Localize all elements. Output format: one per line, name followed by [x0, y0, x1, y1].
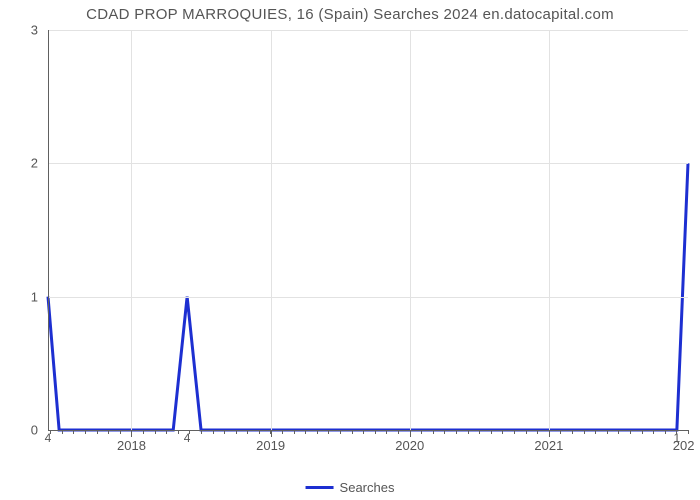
- y-tick-label: 3: [31, 23, 48, 38]
- y-tick-label: 2: [31, 156, 48, 171]
- x-tick-minor: [688, 430, 689, 434]
- grid-line-horizontal: [48, 30, 688, 31]
- chart-title: CDAD PROP MARROQUIES, 16 (Spain) Searche…: [0, 6, 700, 23]
- legend-swatch: [306, 486, 334, 489]
- grid-line-vertical: [131, 30, 132, 430]
- grid-line-vertical: [549, 30, 550, 430]
- legend-label: Searches: [340, 480, 395, 495]
- value-label: 4: [45, 431, 52, 445]
- line-series: [48, 30, 688, 430]
- value-label: 1: [674, 431, 681, 445]
- grid-line-horizontal: [48, 163, 688, 164]
- legend: Searches: [306, 480, 395, 495]
- grid-line-horizontal: [48, 297, 688, 298]
- plot-area: 01232018201920202021202441: [48, 30, 688, 430]
- value-label: 4: [184, 431, 191, 445]
- y-tick-label: 1: [31, 289, 48, 304]
- grid-line-vertical: [410, 30, 411, 430]
- x-axis-line: [48, 430, 688, 431]
- grid-line-vertical: [271, 30, 272, 430]
- y-axis-line: [48, 30, 49, 430]
- chart-container: CDAD PROP MARROQUIES, 16 (Spain) Searche…: [0, 0, 700, 500]
